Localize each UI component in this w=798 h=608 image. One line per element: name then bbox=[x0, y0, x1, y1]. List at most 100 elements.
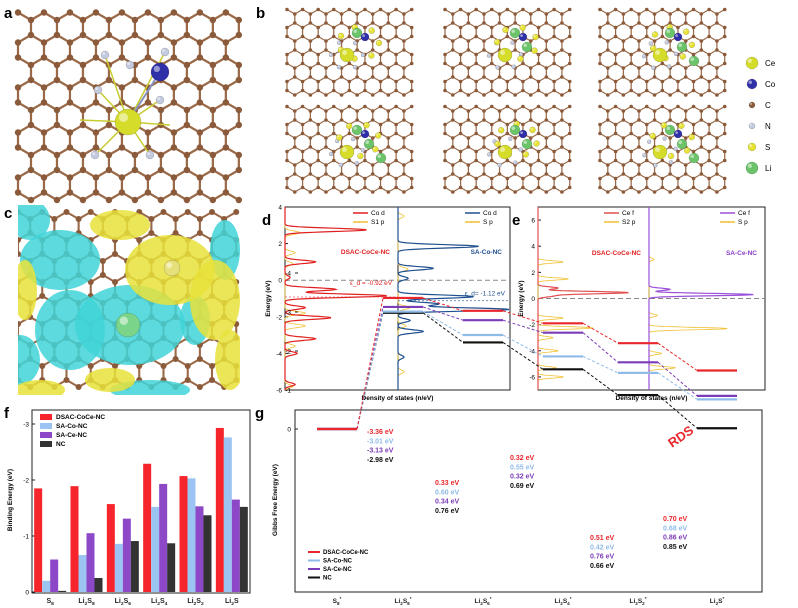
transition-line bbox=[657, 372, 698, 400]
carbon-atom bbox=[536, 158, 541, 163]
carbon-atom bbox=[660, 104, 665, 109]
carbon-atom bbox=[331, 79, 336, 84]
carbon-atom bbox=[285, 61, 289, 66]
legend-label: DSAC-CoCe-NC bbox=[323, 550, 369, 556]
highlight bbox=[749, 144, 752, 148]
carbon-atom bbox=[699, 39, 704, 43]
carbon-atom bbox=[443, 131, 447, 136]
highlight bbox=[647, 140, 650, 142]
panel-label-b: b bbox=[256, 5, 265, 22]
carbon-atom bbox=[458, 88, 463, 93]
carbon-atom bbox=[482, 75, 486, 79]
carbon-atom bbox=[66, 189, 74, 196]
carbon-atom bbox=[402, 118, 406, 122]
carbon-atom bbox=[386, 39, 391, 43]
carbon-atom bbox=[409, 122, 414, 127]
carbon-atom bbox=[378, 7, 383, 12]
carbon-atom bbox=[676, 79, 680, 84]
carbon-atom bbox=[707, 79, 711, 84]
carbon-atom bbox=[691, 34, 696, 39]
carbon-atom bbox=[27, 76, 35, 84]
carbon-atom bbox=[567, 34, 572, 39]
carbon-atom bbox=[660, 7, 665, 12]
carbon-atom bbox=[235, 76, 243, 84]
highlight bbox=[498, 163, 500, 166]
highlight bbox=[652, 32, 656, 35]
sulfur-atom bbox=[375, 39, 383, 47]
tick-label: S8​* bbox=[333, 596, 342, 606]
carbon-atom bbox=[668, 172, 672, 176]
sulfur-atom bbox=[533, 140, 540, 147]
transition-line bbox=[502, 334, 544, 357]
carbon-atom bbox=[363, 185, 367, 190]
carbon-atom bbox=[683, 93, 688, 97]
carbon-atom bbox=[324, 109, 328, 113]
carbon-atom bbox=[683, 163, 688, 167]
carbon-atom bbox=[409, 131, 414, 136]
carbon-atom bbox=[567, 52, 572, 57]
carbon-atom bbox=[637, 75, 641, 79]
carbon-atom bbox=[144, 99, 152, 106]
carbon-atom bbox=[92, 54, 100, 61]
nitrogen-atom bbox=[328, 52, 334, 58]
d-band-center-label: ε_d= -1.12 eV bbox=[465, 291, 506, 298]
charge-accumulation-region bbox=[215, 330, 240, 390]
carbon-atom bbox=[450, 145, 455, 149]
carbon-atom bbox=[53, 151, 61, 159]
carbon-atom bbox=[331, 176, 336, 181]
carbon-atom bbox=[613, 7, 618, 12]
subplot-label: DSAC-CoCe-NC bbox=[592, 250, 641, 257]
highlight bbox=[503, 27, 506, 30]
carbon-atom bbox=[715, 109, 719, 113]
carbon-atom bbox=[300, 88, 305, 93]
carbon-atom bbox=[474, 79, 478, 84]
carbon-atom bbox=[378, 61, 383, 66]
carbon-atom bbox=[482, 118, 486, 122]
highlight bbox=[494, 39, 498, 43]
highlight bbox=[329, 53, 332, 55]
carbon-atom bbox=[285, 176, 289, 181]
carbon-atom bbox=[355, 145, 359, 149]
nitrogen-atom bbox=[100, 50, 110, 60]
carbon-atom bbox=[715, 190, 719, 194]
lithium-atom bbox=[664, 27, 676, 39]
carbon-atom bbox=[505, 79, 510, 84]
carbon-atom bbox=[386, 21, 391, 25]
carbon-atom bbox=[466, 48, 471, 52]
carbon-atom bbox=[505, 176, 510, 181]
carbon-atom bbox=[691, 149, 696, 154]
carbon-atom bbox=[637, 118, 641, 122]
cobalt-atom bbox=[673, 32, 683, 42]
cobalt-atom bbox=[360, 32, 370, 42]
carbon-atom bbox=[707, 34, 711, 39]
carbon-atom bbox=[285, 185, 289, 190]
carbon-atom bbox=[683, 118, 688, 122]
charge-depletion-region bbox=[20, 230, 100, 290]
carbon-atom bbox=[105, 76, 113, 84]
tspan: 8 bbox=[337, 601, 340, 606]
tspan: Li bbox=[78, 598, 84, 605]
carbon-atom bbox=[183, 31, 191, 39]
nitrogen-atom bbox=[352, 40, 358, 46]
tspan: * bbox=[722, 596, 724, 601]
carbon-atom bbox=[699, 48, 704, 52]
carbon-atom bbox=[691, 52, 696, 57]
carbon-atom bbox=[528, 21, 533, 25]
carbon-atom bbox=[131, 196, 139, 204]
carbon-atom bbox=[505, 7, 510, 12]
nitrogen-atom bbox=[642, 152, 647, 158]
carbon-atom bbox=[27, 61, 35, 69]
carbon-atom bbox=[598, 52, 602, 57]
highlight bbox=[519, 53, 521, 55]
carbon-atom bbox=[51, 216, 58, 222]
highlight bbox=[369, 53, 372, 56]
carbon-atom bbox=[676, 158, 680, 163]
highlight bbox=[118, 112, 128, 122]
panel-label-g: g bbox=[255, 405, 264, 422]
subplot-label: SA-Ce-NC bbox=[726, 250, 757, 257]
step-energy-label: 0.55 eV bbox=[510, 464, 534, 471]
carbon-atom bbox=[699, 118, 704, 122]
carbon-atom bbox=[489, 104, 494, 109]
carbon-atom bbox=[386, 163, 391, 167]
